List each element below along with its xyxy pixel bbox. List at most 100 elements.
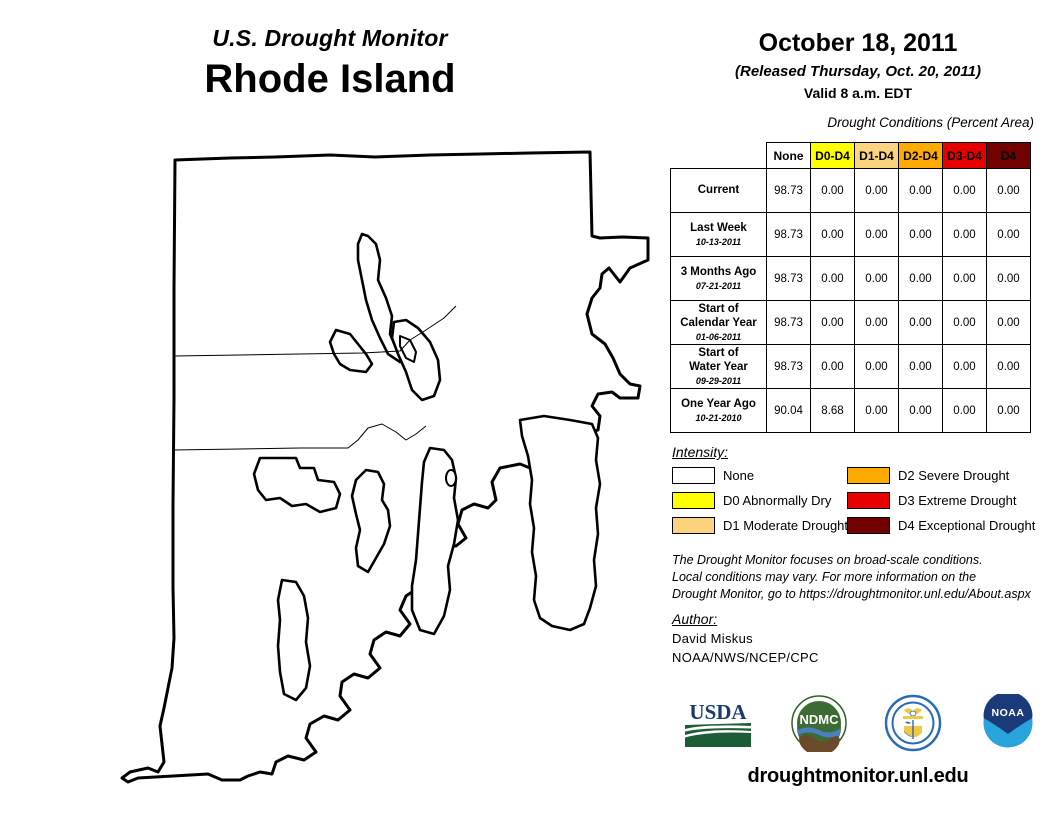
value-cell: 0.00 — [810, 168, 855, 213]
value-cell: 0.00 — [854, 300, 899, 345]
legend-color-swatch — [847, 517, 890, 534]
drought-conditions-table-body: Current 98.73 0.00 0.00 0.00 0.00 0.00 Last Wee… — [670, 168, 1031, 433]
legend-label: D2 Severe Drought — [898, 468, 1010, 483]
col-header-d4: D4 — [986, 142, 1031, 169]
row-label-date: 10-21-2010 — [695, 412, 742, 423]
value-cell: 0.00 — [854, 344, 899, 389]
value-cell: 90.04 — [766, 388, 811, 433]
value-cell: 0.00 — [810, 256, 855, 301]
value-cell: 0.00 — [854, 388, 899, 433]
legend-item[interactable]: None — [672, 467, 847, 484]
col-header-d1-d4: D1-D4 — [854, 142, 899, 169]
legend-label: D4 Exceptional Drought — [898, 518, 1036, 533]
author-name: David Miskus — [672, 631, 753, 646]
drought-conditions-table: None D0-D4 D1-D4 D2-D4 D3-D4 D4 Current 9… — [670, 142, 1031, 433]
value-cell: 0.00 — [986, 300, 1031, 345]
value-cell: 98.73 — [766, 168, 811, 213]
author-organization: NOAA/NWS/NCEP/CPC — [672, 650, 819, 665]
intensity-legend-title: Intensity: — [672, 444, 729, 460]
footnote-text: The Drought Monitor focuses on broad-sca… — [672, 552, 1056, 603]
row-label-text: Start of — [698, 303, 739, 315]
row-label-text: Calendar Year — [680, 317, 757, 330]
release-date: (Released Thursday, Oct. 20, 2011) — [735, 62, 981, 80]
author-label: Author: — [672, 611, 718, 627]
row-label-text: Start of — [698, 347, 739, 359]
intensity-legend: Intensity: None D2 Severe Drought D0 Abnor… — [672, 444, 1052, 534]
value-cell: 0.00 — [942, 300, 987, 345]
value-cell: 0.00 — [898, 212, 943, 257]
col-header-none: None — [766, 142, 811, 169]
ndmc-logo-text: NDMC — [799, 712, 839, 727]
usda-logo-text: USDA — [690, 700, 748, 724]
value-cell: 98.73 — [766, 256, 811, 301]
website-url[interactable]: droughtmonitor.unl.edu — [747, 765, 969, 787]
legend-color-swatch — [672, 492, 715, 509]
value-cell: 0.00 — [898, 344, 943, 389]
noaa-logo[interactable]: NOAA — [979, 691, 1037, 757]
map-state-outline — [120, 150, 650, 784]
value-cell: 0.00 — [942, 256, 987, 301]
row-label-date: 10-13-2011 — [695, 236, 742, 247]
page-title-state: Rhode Island — [204, 57, 456, 102]
table-header-row: None D0-D4 D1-D4 D2-D4 D3-D4 D4 — [671, 142, 1031, 169]
table-row: Last Week 10-13-2011 98.73 0.00 0.00 0.00 0.00… — [670, 212, 1031, 257]
value-cell: 0.00 — [942, 168, 987, 213]
legend-item[interactable]: D1 Moderate Drought — [672, 517, 848, 534]
rhode-island-map-svg — [120, 150, 650, 784]
right-info-panel: October 18, 2011 (Released Thursday, Oct… — [660, 0, 1056, 816]
footnote-line-3: Drought Monitor, go to https://droughtmo… — [672, 586, 1031, 601]
table-row: Start of Water Year 09-29-2011 98.73 0.00 0.0… — [670, 344, 1031, 389]
legend-color-swatch — [847, 492, 890, 509]
value-cell: 0.00 — [942, 388, 987, 433]
row-label-text: One Year Ago — [681, 398, 756, 411]
legend-color-swatch — [847, 467, 890, 484]
value-cell: 0.00 — [986, 168, 1031, 213]
table-row: One Year Ago 10-21-2010 90.04 8.68 0.00 0.00 0… — [670, 388, 1031, 433]
value-cell: 0.00 — [942, 344, 987, 389]
value-cell: 0.00 — [898, 168, 943, 213]
map-conanicut-island — [350, 468, 392, 574]
col-header-d3-d4: D3-D4 — [942, 142, 987, 169]
legend-label: None — [723, 468, 755, 483]
value-cell: 98.73 — [766, 212, 811, 257]
value-cell: 0.00 — [986, 212, 1031, 257]
legend-item[interactable]: D2 Severe Drought — [847, 467, 1052, 484]
value-cell: 0.00 — [898, 256, 943, 301]
dept-commerce-seal[interactable] — [884, 694, 942, 757]
legend-item[interactable]: D0 Abnormally Dry — [672, 492, 847, 509]
table-row: 3 Months Ago 07-21-2011 98.73 0.00 0.00 0.00 0… — [670, 256, 1031, 301]
value-cell: 0.00 — [942, 212, 987, 257]
row-label-text: Current — [697, 184, 740, 197]
row-label-cell: One Year Ago 10-21-2010 — [670, 388, 767, 433]
col-header-d2-d4: D2-D4 — [898, 142, 943, 169]
ndmc-logo[interactable]: NDMC — [790, 694, 848, 757]
map-small-islands — [445, 469, 457, 487]
value-cell: 0.00 — [810, 212, 855, 257]
report-date: October 18, 2011 — [758, 29, 958, 57]
footnote-line-2: Local conditions may vary. For more info… — [672, 569, 977, 584]
legend-item[interactable]: D4 Exceptional Drought — [847, 517, 1052, 534]
table-caption: Drought Conditions (Percent Area) — [827, 114, 1034, 130]
map-little-compton-strip — [518, 414, 602, 632]
col-header-d0-d4: D0-D4 — [810, 142, 855, 169]
legend-label: D3 Extreme Drought — [898, 493, 1017, 508]
intensity-legend-grid: None D2 Severe Drought D0 Abnormally Dry D3… — [672, 467, 1052, 534]
value-cell: 0.00 — [986, 344, 1031, 389]
value-cell: 0.00 — [854, 212, 899, 257]
row-label-date: 09-29-2011 — [695, 375, 742, 386]
value-cell: 8.68 — [810, 388, 855, 433]
legend-item[interactable]: D3 Extreme Drought — [847, 492, 1052, 509]
row-label-cell: 3 Months Ago 07-21-2011 — [670, 256, 767, 301]
row-label-date: 07-21-2011 — [695, 280, 742, 291]
value-cell: 0.00 — [898, 300, 943, 345]
usda-logo[interactable]: USDA — [683, 697, 753, 754]
value-cell: 0.00 — [986, 256, 1031, 301]
value-cell: 98.73 — [766, 344, 811, 389]
map-county-boundaries — [172, 305, 457, 451]
valid-time: Valid 8 a.m. EDT — [803, 84, 913, 101]
rhode-island-map[interactable] — [100, 148, 660, 788]
row-label-cell: Start of Calendar Year 01-06-2011 — [670, 300, 767, 345]
legend-color-swatch — [672, 517, 715, 534]
value-cell: 0.00 — [810, 344, 855, 389]
